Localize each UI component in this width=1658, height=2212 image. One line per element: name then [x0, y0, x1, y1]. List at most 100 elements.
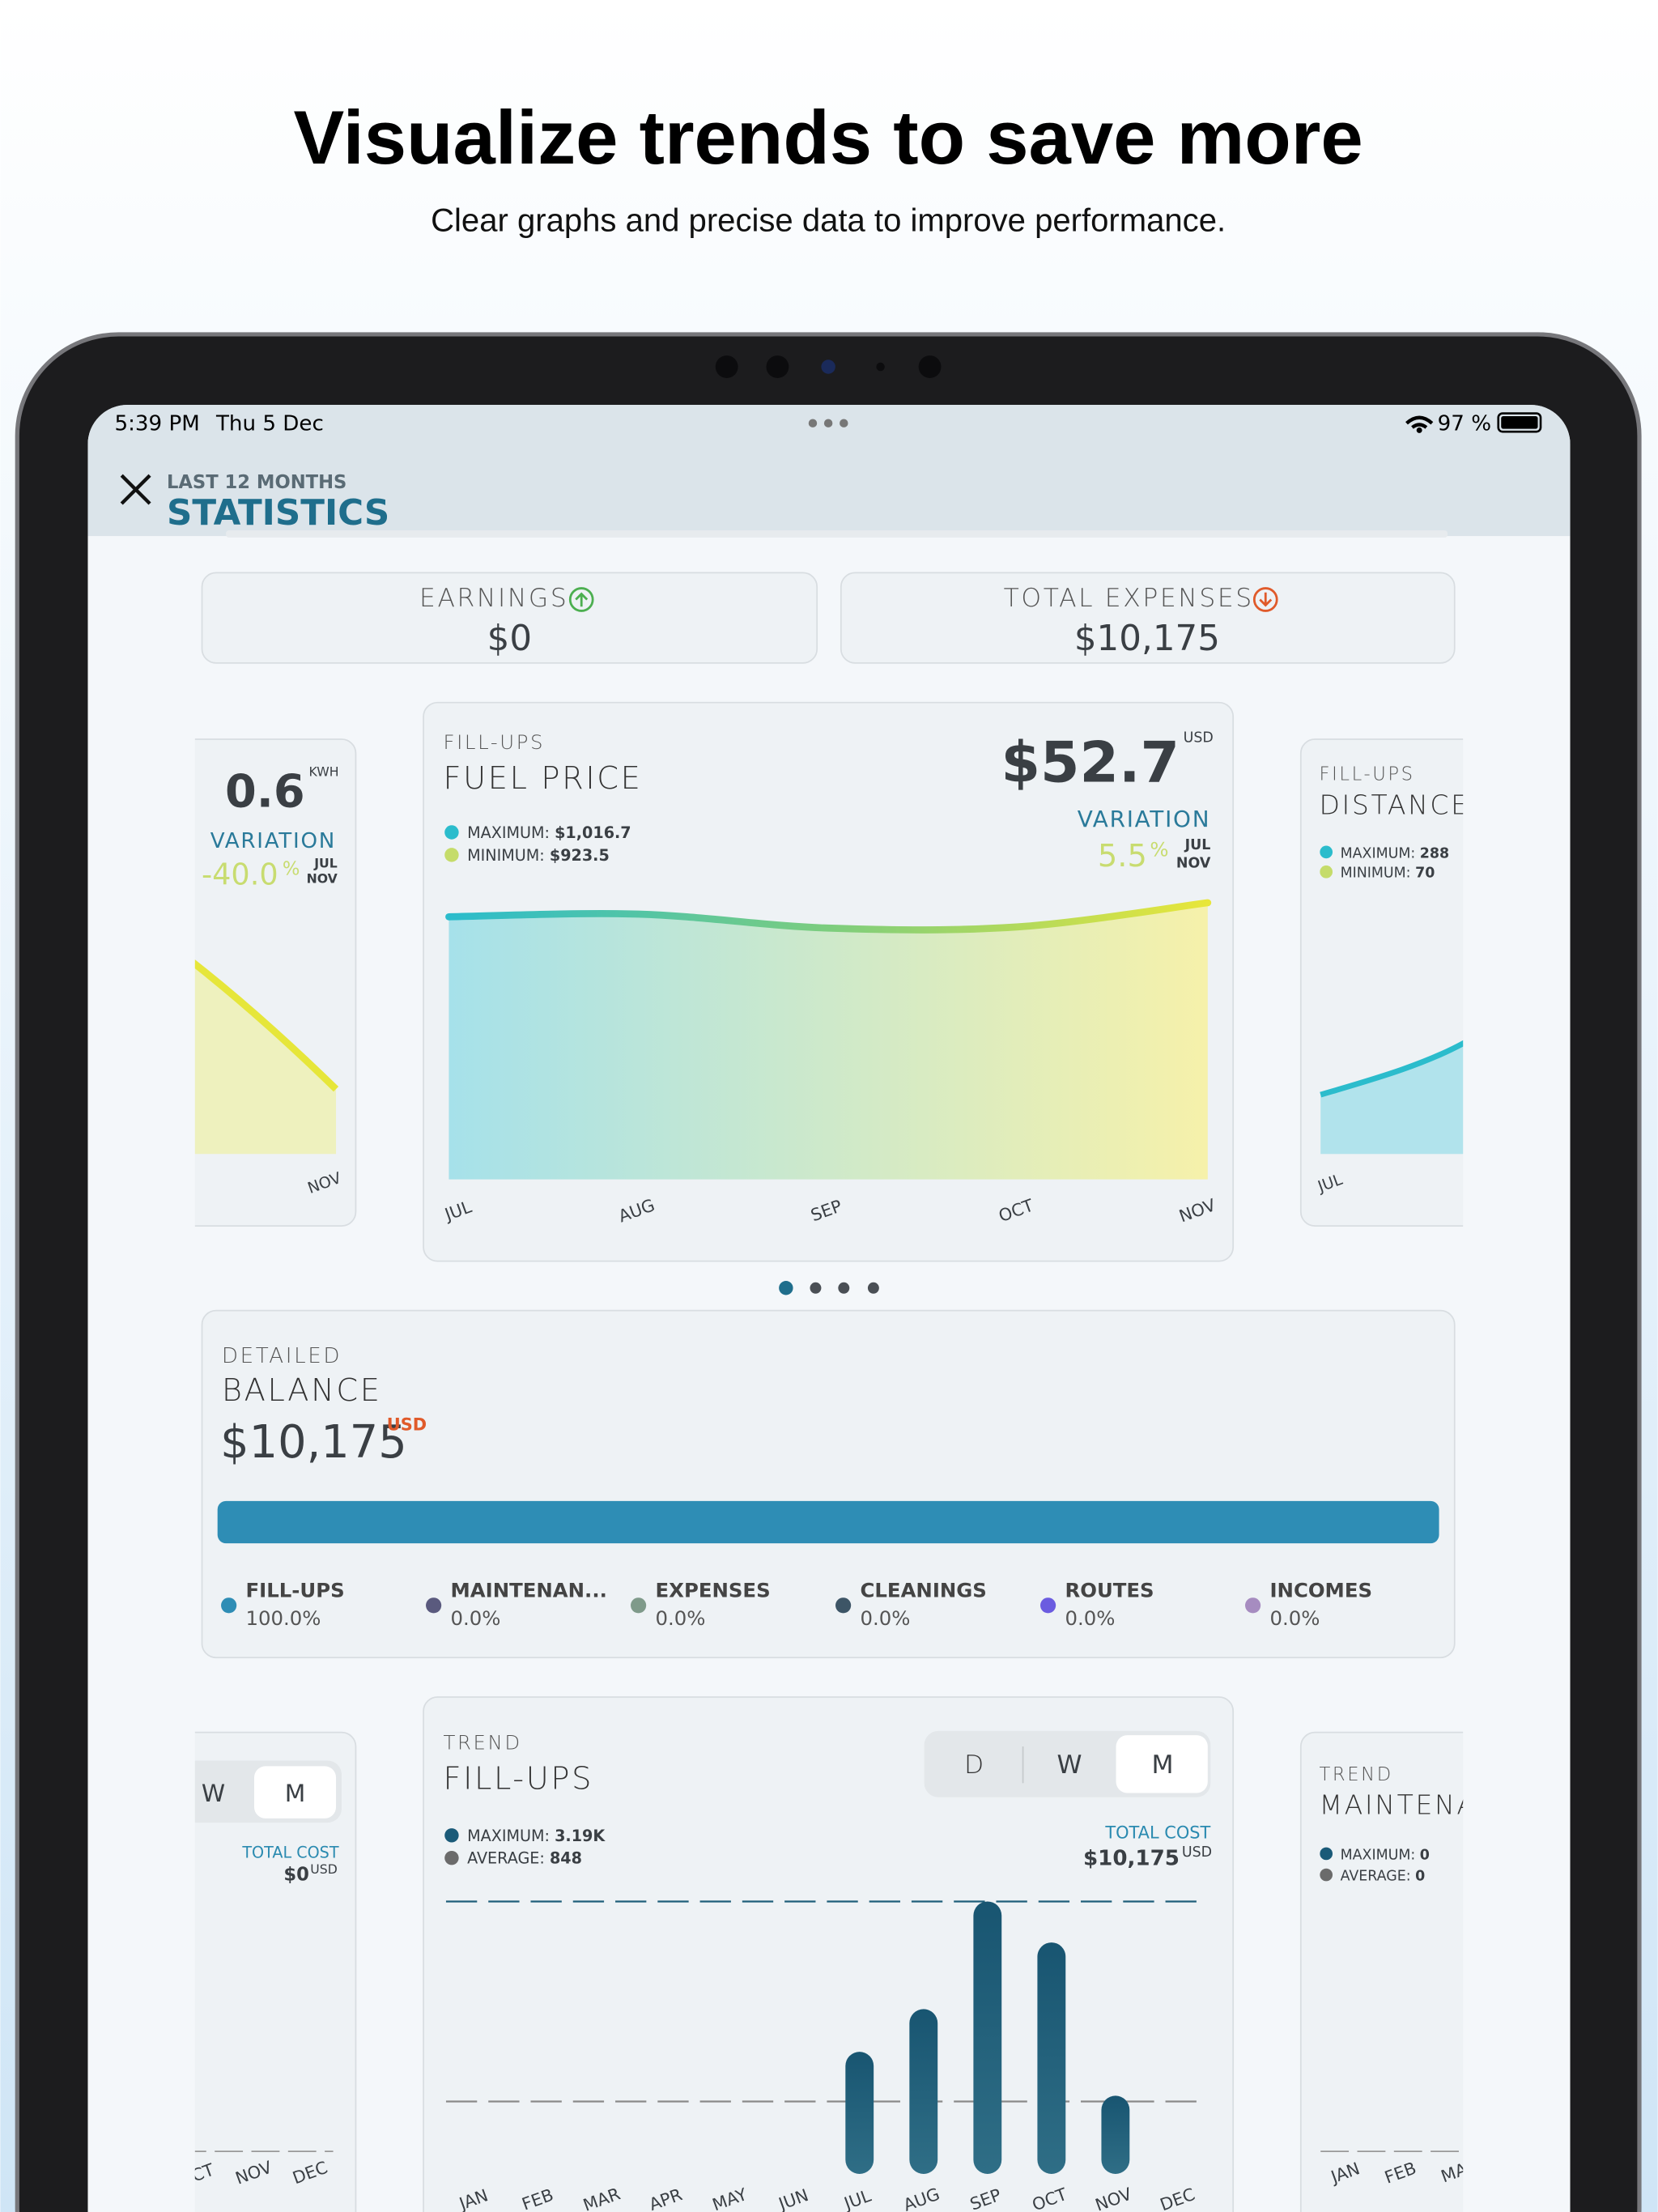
cost-card: W M TOTAL COST $0 USD CT NOV DEC [194, 1731, 357, 2212]
down-arrow [1259, 592, 1273, 607]
legend-entry: MAXIMUM: 3.19K [467, 1827, 606, 1845]
legend-dot [1320, 1868, 1333, 1882]
overline: DETAILED [222, 1344, 342, 1368]
fuel-price-card: FILL-UPS FUEL PRICE $52.7 USD VARIATION … [423, 701, 1235, 1262]
item-name: CLEANINGS [861, 1578, 987, 1602]
legend-entry: MINIMUM: 70 [1341, 866, 1435, 882]
legend-value: 848 [550, 1849, 582, 1868]
battery-fill [1501, 415, 1538, 429]
segment-selected [1116, 1735, 1208, 1793]
maintenance-card: TREND MAINTENA MAXIMUM: 0 AVERAGE: 0 JAN… [1299, 1731, 1464, 2212]
distance-card: FILL-UPS DISTANCE MAXIMUM: 288 MINIMUM: … [1299, 738, 1464, 1227]
bar [1037, 1942, 1066, 2174]
legend-value: 0 [1420, 1847, 1430, 1863]
area [1320, 1040, 1464, 1155]
legend-entry: MAXIMUM: 0 [1341, 1847, 1430, 1863]
bar [973, 1901, 1002, 2174]
title: FILL-UPS [443, 1760, 593, 1797]
segment[interactable]: W [202, 1780, 225, 1807]
card-bg [201, 572, 818, 664]
line [194, 921, 339, 1092]
multitask-dots [808, 419, 848, 428]
total: $10,175 [1083, 1846, 1180, 1870]
legend-dot [426, 1597, 442, 1614]
item-share: 0.0% [656, 1606, 706, 1630]
from: JUL [313, 856, 338, 871]
variation-unit: % [1150, 838, 1168, 861]
overline: FILL-UPS [1319, 764, 1414, 785]
legend-dot [221, 1597, 237, 1614]
legend-entry: MINIMUM: $923.5 [467, 846, 610, 865]
bar [845, 2052, 874, 2174]
segment[interactable]: M [1152, 1750, 1174, 1780]
legend-value: 288 [1420, 845, 1449, 861]
card-bg [840, 572, 1456, 664]
variation-unit: % [283, 858, 300, 879]
close-button[interactable] [120, 474, 151, 505]
segment[interactable]: W [1057, 1750, 1082, 1780]
item-name: INCOMES [1269, 1578, 1372, 1602]
area [449, 902, 1208, 1180]
legend-entry: AVERAGE: 848 [467, 1849, 582, 1868]
item-name: ROUTES [1065, 1578, 1154, 1602]
legend-entry: MAXIMUM: $1,016.7 [467, 823, 631, 842]
overline: TREND [443, 1731, 521, 1755]
up-arrow [575, 592, 589, 607]
total-unit: USD [1182, 1844, 1212, 1861]
legend-name: MAXIMUM: [1341, 1847, 1416, 1863]
pager [779, 1281, 879, 1295]
item-share: 0.0% [861, 1606, 911, 1630]
item-name: FILL-UPS [246, 1578, 345, 1602]
value: $0 [487, 619, 532, 659]
legend-dot [631, 1597, 647, 1614]
balance-card: DETAILED BALANCE $10,175 USD FILL-UPS 100… [201, 1309, 1456, 1659]
item-share: 0.0% [451, 1606, 501, 1630]
unit: KWH [309, 764, 339, 779]
wifi-icon [1405, 415, 1434, 429]
segment[interactable]: M [285, 1780, 306, 1807]
variation-label: VARIATION [210, 829, 336, 853]
legend-dot [1320, 845, 1333, 859]
legend-name: MAXIMUM: [1341, 845, 1416, 861]
legend-dot [1320, 1847, 1333, 1861]
segment-selected [253, 1766, 337, 1819]
date: Thu 5 Dec [215, 411, 324, 436]
card-bg [194, 1731, 357, 2212]
nav-title: STATISTICS [167, 493, 389, 534]
wifi-dot [1416, 427, 1422, 433]
trend-card: TREND FILL-UPS D W M MAXIMUM: 3.19K AVER… [423, 1696, 1235, 2212]
total: $0 [283, 1865, 309, 1886]
legend-name: MINIMUM: [1341, 866, 1411, 882]
legend-entry: AVERAGE: 0 [1341, 1869, 1426, 1885]
legend-dot [835, 1597, 852, 1614]
carousels: 0.6 KWH VARIATION -40.0 % JUL NOV NOV FI… [194, 701, 1464, 2212]
legend-value: $1,016.7 [555, 823, 631, 842]
legend-dot [1040, 1597, 1056, 1614]
down-icon [1252, 587, 1278, 612]
segment[interactable]: D [964, 1750, 986, 1780]
line [445, 899, 1212, 934]
screen: 5:39 PM Thu 5 Dec 97 % LAST 12 MONTHS ST… [87, 405, 1571, 2212]
card-bg [423, 1696, 1235, 2212]
legend-value: 3.19K [555, 1827, 606, 1845]
item-share: 0.0% [1269, 1606, 1320, 1630]
variation: -40.0 [202, 857, 278, 891]
energy-card: 0.6 KWH VARIATION -40.0 % JUL NOV NOV [194, 738, 357, 1227]
legend-name: MAXIMUM: [467, 823, 550, 842]
title: BALANCE [222, 1372, 382, 1409]
earnings-card: EARNINGS $0 [201, 572, 818, 664]
legend-name: MAXIMUM: [467, 1827, 550, 1845]
value: $10,175 [220, 1416, 407, 1469]
legend-entry: MAXIMUM: 288 [1341, 845, 1450, 861]
variation: 5.5 [1098, 838, 1147, 874]
up-icon [568, 587, 594, 612]
title: Visualize trends to save more [294, 95, 1363, 180]
unit: USD [387, 1415, 427, 1435]
total-label: TOTAL COST [1104, 1823, 1210, 1842]
battery-level: 97 % [1438, 411, 1491, 436]
to: NOV [307, 871, 338, 887]
legend-name: AVERAGE: [467, 1849, 545, 1868]
legend-dot [444, 848, 459, 862]
